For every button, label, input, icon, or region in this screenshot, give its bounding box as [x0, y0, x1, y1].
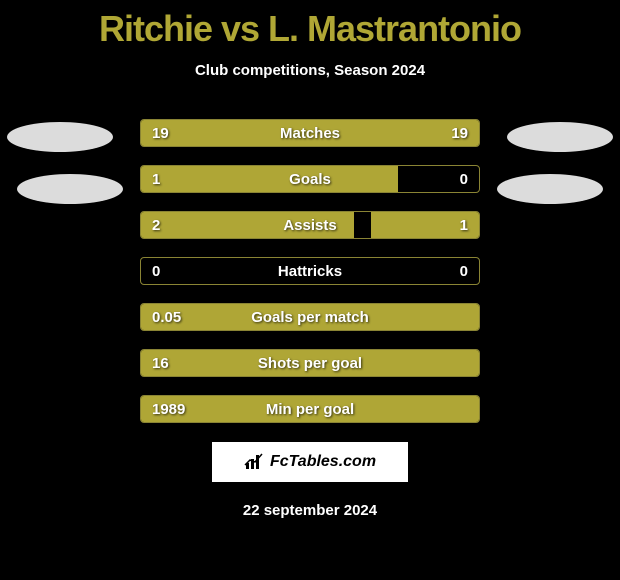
stat-value-right: 19 — [451, 119, 468, 147]
stat-bar-gap — [141, 258, 479, 284]
chart-icon — [244, 453, 264, 471]
subtitle: Club competitions, Season 2024 — [0, 62, 620, 79]
logo-text: FcTables.com — [270, 453, 376, 471]
stat-bar-full — [141, 350, 479, 376]
stat-bar-container — [140, 257, 480, 285]
stat-value-right: 0 — [460, 257, 468, 285]
stat-value-left: 19 — [152, 119, 169, 147]
stat-row: Matches1919 — [0, 119, 620, 147]
stat-bar-container — [140, 165, 480, 193]
stat-value-left: 1989 — [152, 395, 185, 423]
stat-bar-left — [141, 166, 398, 192]
stat-rows: Matches1919Goals10Assists21Hattricks00Go… — [0, 119, 620, 423]
stat-row: Goals per match0.05 — [0, 303, 620, 331]
stat-value-left: 16 — [152, 349, 169, 377]
stat-bar-container — [140, 119, 480, 147]
stat-row: Assists21 — [0, 211, 620, 239]
stat-bar-full — [141, 304, 479, 330]
page-title: Ritchie vs L. Mastrantonio — [0, 0, 620, 50]
logo-box: FcTables.com — [210, 440, 410, 484]
stat-bar-container — [140, 303, 480, 331]
stat-bar-container — [140, 211, 480, 239]
stat-value-left: 0 — [152, 257, 160, 285]
stat-bar-container — [140, 395, 480, 423]
stat-row: Goals10 — [0, 165, 620, 193]
stat-bar-container — [140, 349, 480, 377]
stat-value-left: 2 — [152, 211, 160, 239]
stat-bar-full — [141, 396, 479, 422]
stat-bar-left — [141, 212, 354, 238]
stat-value-left: 0.05 — [152, 303, 181, 331]
stat-value-left: 1 — [152, 165, 160, 193]
stat-value-right: 0 — [460, 165, 468, 193]
date-text: 22 september 2024 — [0, 502, 620, 519]
stat-value-right: 1 — [460, 211, 468, 239]
stat-row: Shots per goal16 — [0, 349, 620, 377]
stat-bar-gap — [354, 212, 371, 238]
stat-row: Min per goal1989 — [0, 395, 620, 423]
stat-row: Hattricks00 — [0, 257, 620, 285]
